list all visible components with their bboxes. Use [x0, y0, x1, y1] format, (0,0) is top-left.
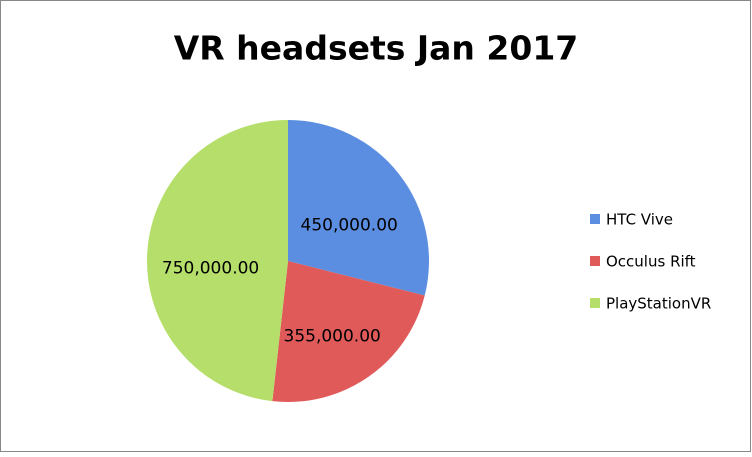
data-label: 450,000.00 [301, 215, 398, 235]
pie-slice [288, 120, 429, 296]
legend-swatch [590, 298, 600, 308]
chart-title: VR headsets Jan 2017 [174, 29, 579, 68]
data-label: 750,000.00 [162, 259, 259, 279]
pie-slice [146, 120, 288, 402]
legend-swatch [590, 256, 600, 266]
legend-label: HTC Vive [606, 211, 673, 229]
legend-label: Occulus Rift [606, 253, 696, 271]
legend-label: PlayStationVR [606, 295, 711, 313]
legend-swatch [590, 214, 600, 224]
data-label: 355,000.00 [284, 327, 381, 347]
pie-slice [272, 261, 425, 402]
